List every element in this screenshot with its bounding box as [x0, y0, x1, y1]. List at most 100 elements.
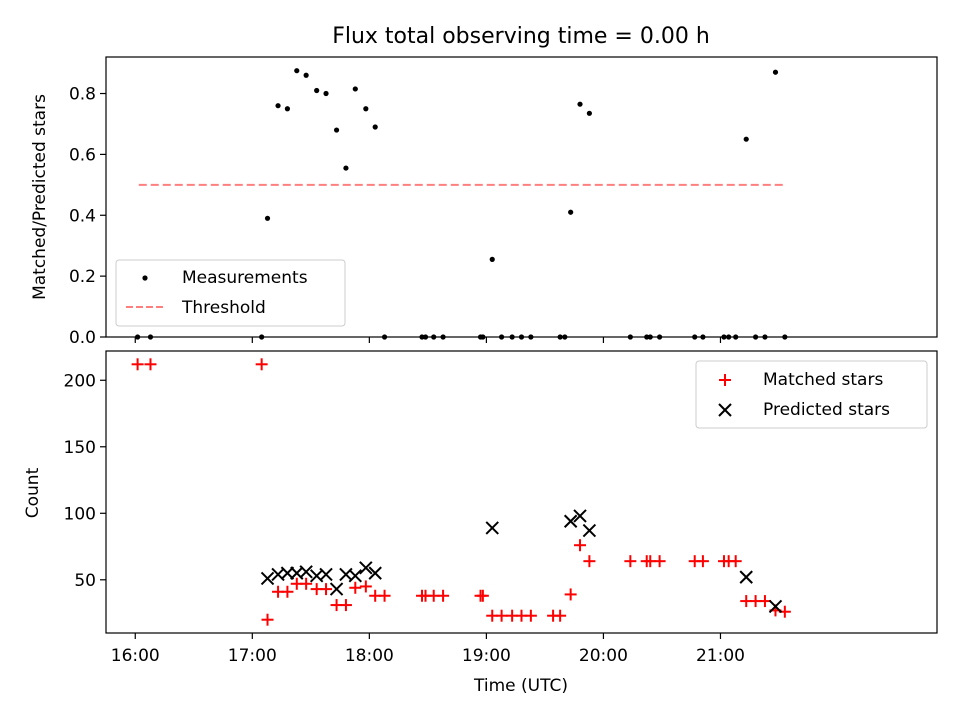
x-tick-label: 18:00	[345, 646, 394, 666]
matched-point	[524, 609, 537, 622]
measurement-point	[772, 69, 779, 75]
y-tick-label: 0.8	[69, 85, 96, 105]
measurement-point	[440, 334, 446, 340]
y-tick-label: 200	[64, 371, 96, 391]
matched-point	[476, 589, 489, 602]
predicted-point	[359, 561, 373, 575]
measurement-point	[264, 215, 271, 221]
y-tick-label: 0.4	[69, 206, 96, 226]
count-x-axis: 16:00 17:00 18:00 19:00 20:00 21:00	[111, 633, 745, 666]
measurement-point	[499, 334, 505, 340]
legend-threshold-label: Threshold	[181, 298, 266, 318]
legend-matched-marker	[719, 374, 731, 386]
measurement-point	[518, 334, 525, 340]
chart-title: Flux total observing time = 0.00 h	[332, 24, 710, 49]
measurement-point	[489, 256, 495, 262]
legend-predicted-marker	[718, 403, 732, 417]
measurement-point	[303, 72, 309, 78]
measurement-point	[147, 334, 154, 340]
ratio-legend-box	[115, 259, 346, 327]
predicted-point	[299, 565, 313, 579]
x-tick-label: 16:00	[111, 646, 160, 666]
ratio-legend: Measurements Threshold	[115, 259, 346, 327]
measurement-point	[294, 68, 300, 74]
ratio-marks	[135, 68, 788, 340]
ratio-y-axis-label: Matched/Predicted stars	[30, 94, 50, 300]
measurement-point	[586, 110, 592, 116]
ratio-y-axis: 0.0 0.2 0.4 0.6 0.8	[69, 85, 106, 348]
predicted-point	[739, 570, 753, 584]
y-tick-label: 150	[64, 438, 96, 458]
measurement-point	[721, 334, 727, 340]
measurement-point	[752, 334, 759, 340]
matched-point	[300, 577, 313, 590]
matched-point	[339, 599, 352, 612]
predicted-point	[368, 566, 382, 580]
count-marks	[131, 358, 791, 626]
matched-point	[624, 555, 637, 568]
predicted-point	[563, 514, 578, 528]
measurement-point	[700, 334, 706, 340]
measurement-point	[259, 334, 265, 340]
count-x-axis-label: Time (UTC)	[473, 676, 568, 696]
measurement-point	[557, 334, 563, 340]
count-plot-frame	[105, 350, 938, 634]
matched-point	[495, 609, 508, 622]
measurement-point	[733, 334, 739, 340]
legend-measurements-label: Measurements	[182, 268, 308, 288]
measurement-point	[352, 86, 358, 92]
predicted-point	[582, 523, 597, 538]
measurement-point	[562, 334, 568, 340]
predicted-point	[260, 571, 275, 586]
measurement-point	[480, 334, 486, 340]
measurement-point	[577, 101, 583, 107]
measurement-point	[275, 103, 281, 109]
measurement-point	[284, 106, 291, 112]
matched-point	[564, 588, 577, 601]
x-tick-label: 20:00	[579, 646, 628, 666]
legend-matched-label: Matched stars	[763, 370, 883, 390]
measurement-point	[692, 334, 698, 340]
predicted-point	[319, 567, 333, 582]
measurement-point	[381, 334, 388, 340]
matched-point	[320, 583, 333, 596]
matched-point	[437, 589, 450, 602]
y-tick-label: 100	[64, 504, 96, 524]
matched-point	[349, 581, 362, 594]
measurement-point	[627, 334, 633, 340]
ratio-plot: 0.00.20.40.60.8 Matched/Predicted stars …	[30, 56, 938, 348]
matched-point	[729, 555, 742, 568]
legend-predicted-label: Predicted stars	[763, 400, 890, 420]
measurement-point	[422, 334, 429, 340]
matched-point	[554, 609, 567, 622]
x-tick-label: 21:00	[696, 646, 745, 666]
matched-point	[131, 358, 144, 371]
y-tick-label: 0.0	[69, 328, 96, 348]
predicted-point	[768, 599, 783, 614]
measurement-point	[323, 90, 329, 97]
measurement-point	[647, 334, 653, 340]
measurement-point	[135, 334, 141, 340]
measurement-point	[782, 334, 788, 340]
x-tick-label: 19:00	[462, 646, 511, 666]
y-tick-label: 50	[74, 571, 96, 591]
matched-point	[261, 613, 274, 626]
count-legend-box	[695, 360, 928, 429]
matched-point	[574, 539, 587, 552]
matched-point	[653, 555, 666, 568]
measurement-point	[657, 334, 663, 340]
matched-point	[583, 555, 596, 568]
measurement-point	[363, 106, 369, 112]
measurement-point	[743, 136, 749, 142]
predicted-point	[485, 521, 499, 535]
measurement-point	[314, 87, 320, 94]
measurement-point	[726, 334, 732, 340]
matched-point	[696, 555, 709, 568]
matched-point	[144, 358, 157, 371]
y-tick-label: 0.6	[69, 145, 96, 165]
matched-point	[255, 358, 268, 371]
count-y-axis: 50 100 150 200	[64, 371, 106, 591]
measurement-point	[372, 124, 378, 130]
measurement-point	[333, 127, 340, 133]
